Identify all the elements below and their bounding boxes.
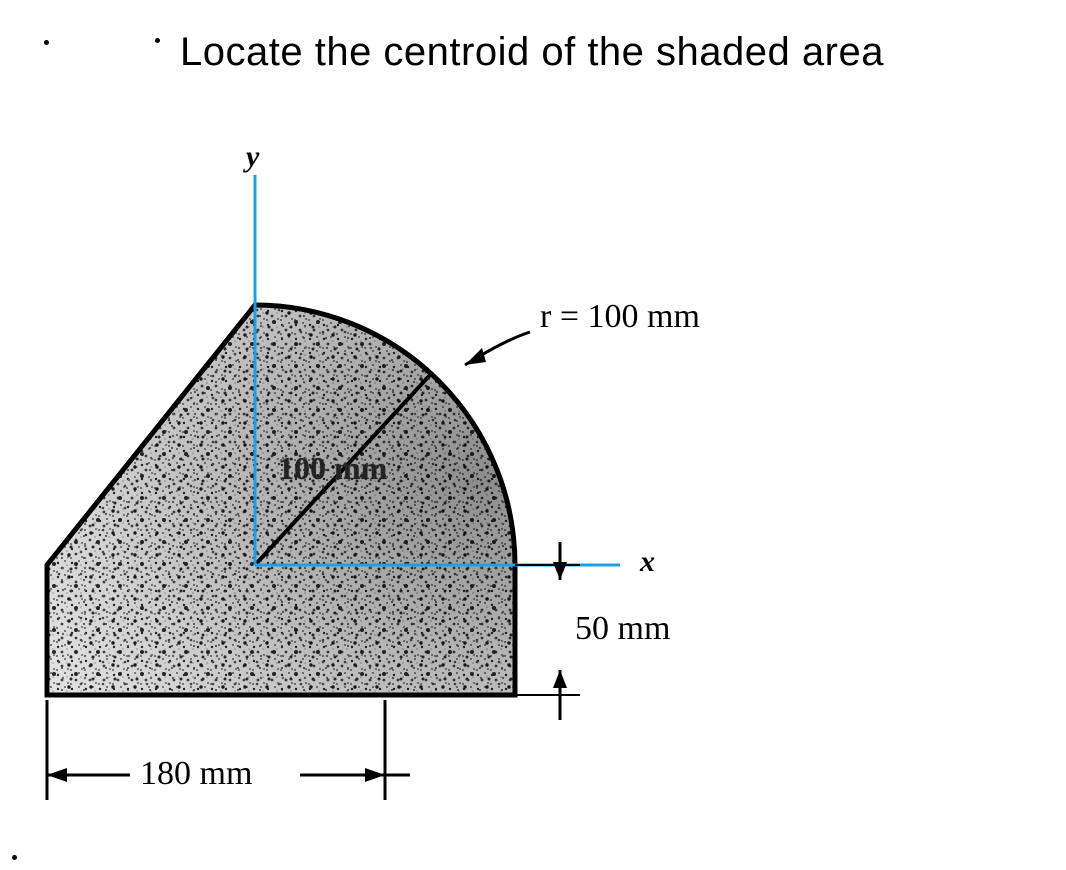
inner-radius-label: 100 mm bbox=[278, 450, 387, 487]
width-label: 180 mm bbox=[140, 755, 252, 793]
radius-label: r = 100 mm bbox=[540, 298, 700, 336]
dim-50mm bbox=[515, 542, 580, 720]
diagram-svg-wrap bbox=[0, 0, 1066, 870]
height-label: 50 mm bbox=[575, 610, 670, 648]
radius-leader bbox=[465, 332, 530, 365]
shaded-region bbox=[0, 0, 1066, 870]
y-axis-label: y bbox=[246, 140, 259, 174]
diagram-svg bbox=[0, 0, 1066, 870]
x-axis-label: x bbox=[640, 545, 655, 579]
figure-stage: Locate the centroid of the shaded area bbox=[0, 0, 1066, 870]
